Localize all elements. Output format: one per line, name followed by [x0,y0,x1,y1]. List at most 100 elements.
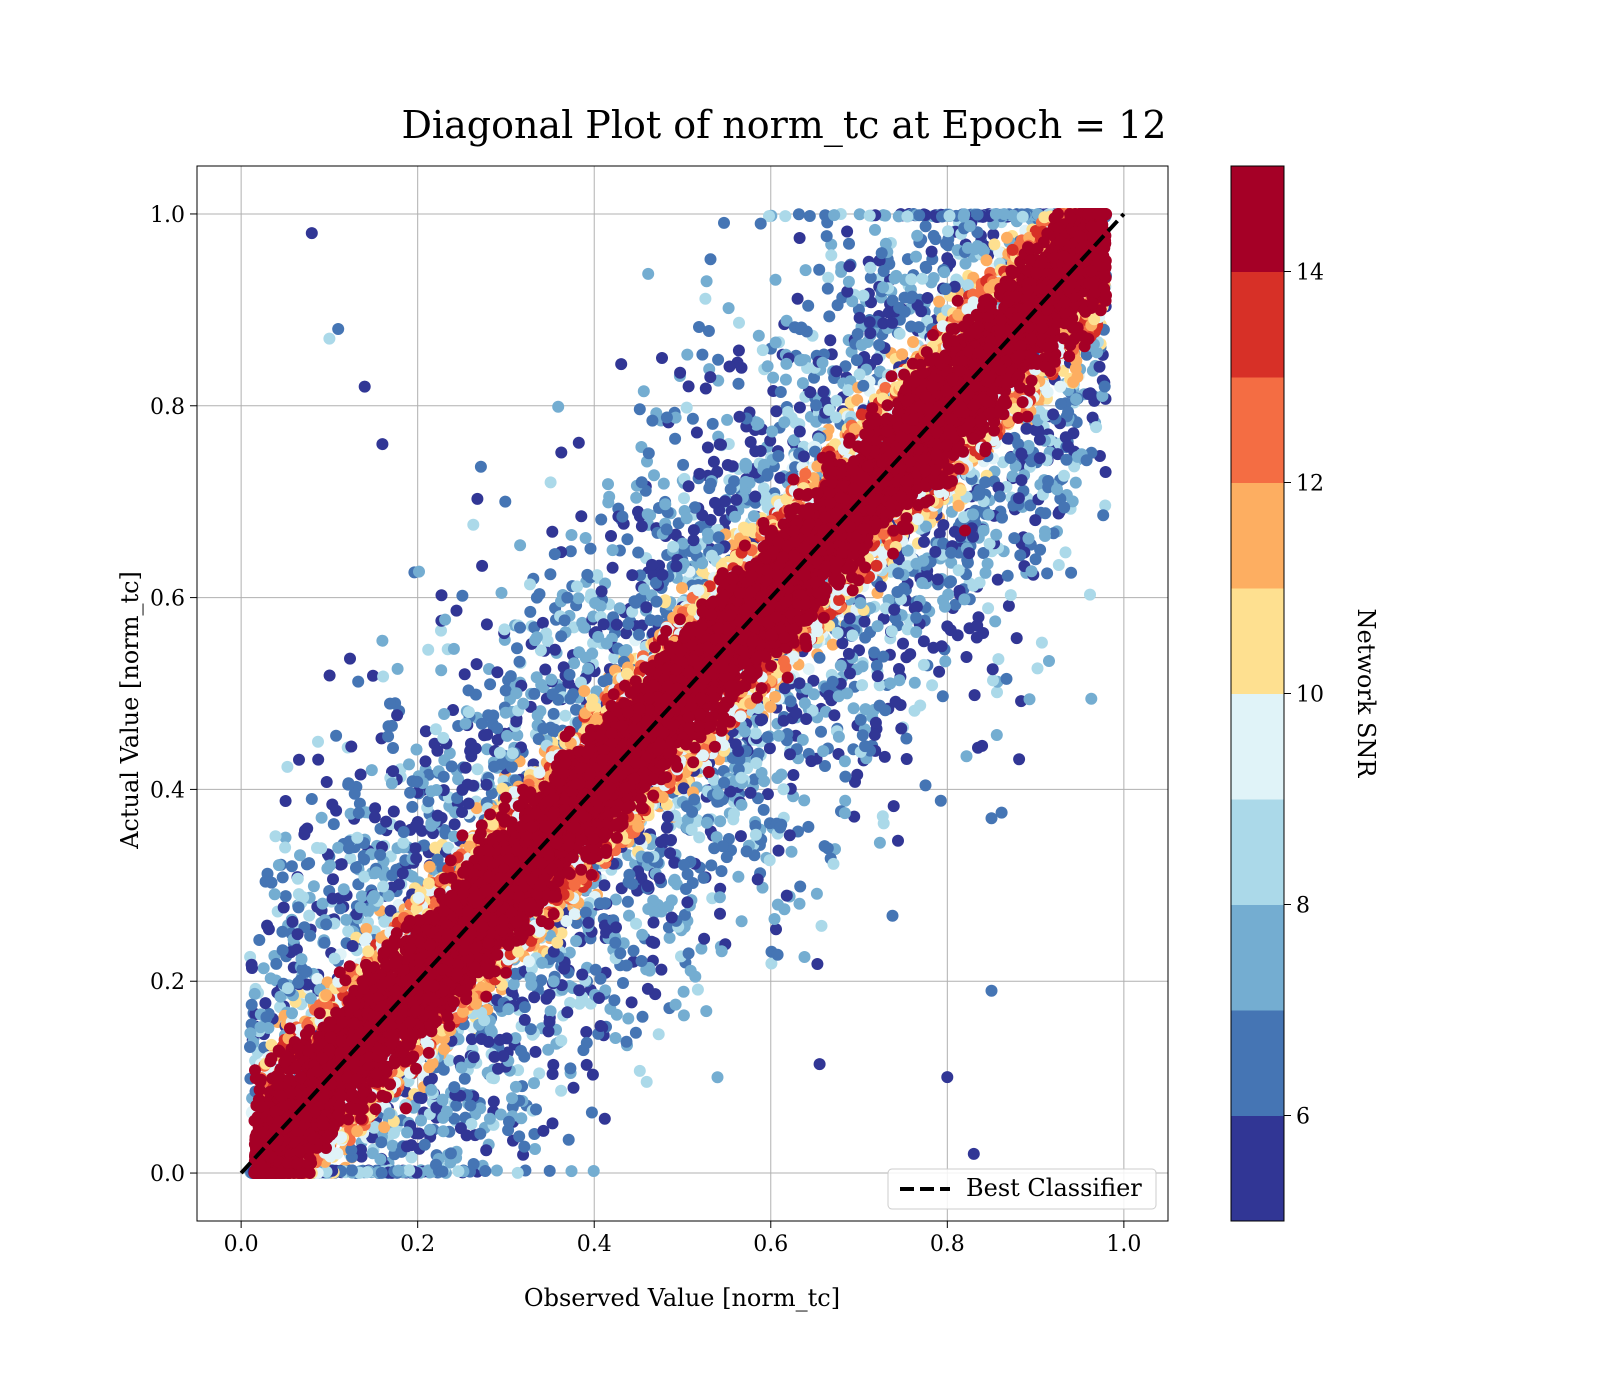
scatter-point [543,1164,556,1177]
scatter-point [270,957,283,970]
scatter-point [471,763,484,776]
scatter-point [462,797,475,810]
scatter-point [253,934,266,946]
scatter-point [1031,662,1044,675]
scatter-point [561,591,574,604]
scatter-point [1085,692,1098,705]
scatter-point [646,414,659,427]
scatter-point [931,573,944,586]
scatter-point [1080,454,1093,467]
scatter-point [536,616,549,629]
scatter-point [573,646,586,659]
scatter-point [244,1027,257,1040]
scatter-point [942,588,955,601]
scatter-point [744,786,757,799]
scatter-point [464,1099,477,1112]
scatter-point [892,834,904,847]
scatter-point [811,958,824,970]
scatter-point [259,997,272,1010]
scatter-point [617,977,629,989]
scatter-point [418,1138,431,1151]
scatter-point [939,655,952,668]
scatter-point [680,401,693,414]
scatter-point [622,618,635,630]
scatter-point [729,738,742,751]
scatter-point [419,725,432,738]
scatter-point [889,695,902,708]
scatter-point [1054,380,1067,393]
scatter-point [425,1083,438,1096]
scatter-point [272,859,285,872]
scatter-point [431,744,444,757]
scatter-point [499,495,512,508]
scatter-point [1084,588,1096,601]
scatter-point [277,901,290,914]
scatter-point [727,813,740,826]
scatter-point [368,811,381,824]
scatter-point [794,354,806,367]
scatter-point [869,223,881,236]
scatter-point [595,513,608,526]
scatter-point [771,772,784,784]
scatter-point [419,755,432,768]
scatter-point [823,310,836,323]
scatter-point [1014,549,1027,562]
scatter-point [785,845,798,858]
scatter-point [796,377,809,390]
scatter-point [842,275,855,288]
scatter-point [843,260,856,273]
scatter-point [815,725,827,738]
scatter-point [616,510,629,523]
scatter-point [320,918,333,931]
scatter-point [749,727,762,740]
scatter-point [257,962,270,975]
scatter-point [911,229,924,242]
scatter-point [693,467,706,480]
scatter-point [715,438,727,451]
scatter-point [436,1093,449,1106]
scatter-point [826,675,839,688]
scatter-point [793,425,806,438]
scatter-point [424,1123,436,1136]
scatter-point [321,862,334,875]
scatter-point [376,634,389,647]
scatter-point [397,836,410,849]
scatter-point [916,577,929,589]
scatter-point [871,353,883,366]
scatter-point [735,771,748,784]
scatter-point [608,994,621,1007]
scatter-point [803,210,816,222]
scatter-point [635,955,648,967]
scatter-point [752,329,765,342]
scatter-point [690,426,703,439]
scatter-point [397,826,410,838]
scatter-point [700,816,713,829]
scatter-point [669,432,682,445]
scatter-point [576,968,589,981]
scatter-point [696,348,709,361]
scatter-point [470,658,483,671]
scatter-point [655,963,668,976]
scatter-point [990,528,1003,541]
scatter-point [744,436,757,448]
scatter-point [642,267,655,280]
scatter-point [873,339,886,351]
scatter-point [567,1081,580,1094]
scatter-point [642,447,655,460]
scatter-point [914,699,927,712]
scatter-point [968,689,981,702]
scatter-point [474,1127,487,1140]
scatter-point [857,379,870,392]
scatter-point [629,596,642,609]
scatter-point [1069,362,1082,375]
scatter-point [971,208,984,221]
scatter-point [1043,655,1055,667]
scatter-point [933,295,946,308]
scatter-point [730,493,743,506]
scatter-point [621,533,634,546]
scatter-point [1029,514,1042,527]
scatter-point [664,847,677,860]
scatter-point [793,232,806,244]
scatter-point [353,797,366,810]
scatter-point [749,828,762,841]
